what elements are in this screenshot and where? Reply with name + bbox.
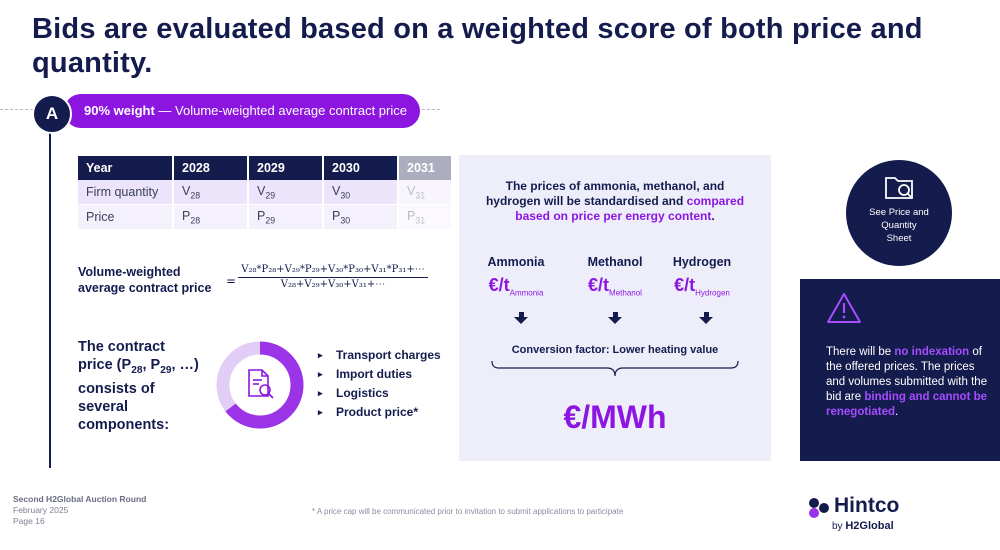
bid-table: Year 2028 2029 2030 2031 Firm quantity V… bbox=[78, 156, 453, 230]
list-item: Product price* bbox=[316, 403, 441, 422]
components-heading: The contract price (P28, P29, …) consist… bbox=[78, 339, 199, 433]
standardisation-panel: The prices of ammonia, methanol, and hyd… bbox=[459, 155, 771, 461]
table-row: Firm quantity V28 V29 V30 V31 bbox=[78, 180, 453, 205]
warning-icon bbox=[827, 293, 861, 323]
formula-equals: = bbox=[226, 274, 237, 288]
table-cell: V28 bbox=[173, 180, 249, 205]
standardisation-text: The prices of ammonia, methanol, and hyd… bbox=[485, 179, 745, 223]
brace-icon bbox=[491, 360, 739, 377]
folder-search-icon bbox=[885, 177, 913, 199]
weight-banner: 90% weight — Volume-weighted average con… bbox=[64, 94, 420, 128]
table-header: 2028 bbox=[173, 156, 249, 180]
indexation-notice: There will be no indexation of the offer… bbox=[800, 279, 1000, 461]
fuel-hydrogen: Hydrogen €/tHydrogen bbox=[672, 255, 732, 298]
weight-text: — Volume-weighted average contract price bbox=[154, 103, 407, 118]
footnote: * A price cap will be communicated prior… bbox=[312, 507, 624, 516]
sheet-link-label: See Price and Quantity Sheet bbox=[869, 207, 929, 244]
table-header: Year bbox=[78, 156, 174, 180]
table-cell: P28 bbox=[173, 204, 249, 230]
price-quantity-sheet-link[interactable]: See Price and Quantity Sheet bbox=[846, 160, 952, 266]
row-label: Firm quantity bbox=[78, 180, 174, 205]
list-item: Transport charges bbox=[316, 346, 441, 365]
logo-by: by H2Global bbox=[832, 520, 894, 532]
table-cell: P29 bbox=[248, 204, 324, 230]
weight-bold: 90% weight bbox=[84, 103, 155, 118]
table-cell: V29 bbox=[248, 180, 324, 205]
hintco-logo-icon bbox=[809, 498, 829, 518]
row-label: Price bbox=[78, 204, 174, 230]
indexation-text: There will be no indexation of the offer… bbox=[826, 346, 988, 418]
vw-label: Volume-weighted average contract price bbox=[78, 265, 212, 295]
conversion-label: Conversion factor: Lower heating value bbox=[511, 344, 719, 356]
section-badge: A bbox=[32, 94, 72, 134]
formula-numerator: V₂₈*P₂₈+V₂₉*P₂₉+V₃₀*P₃₀+V₃₁*P₃₁+⋯ bbox=[238, 264, 428, 278]
table-cell: P31 bbox=[398, 204, 453, 230]
fuel-ammonia: Ammonia €/tAmmonia bbox=[487, 255, 545, 298]
result-unit: €/MWh bbox=[563, 399, 667, 435]
table-cell: V31 bbox=[398, 180, 453, 205]
components-donut bbox=[216, 341, 304, 429]
document-search-icon bbox=[248, 369, 274, 399]
formula-denominator: V₂₈+V₂₉+V₃₀+V₃₁+⋯ bbox=[280, 279, 386, 290]
logo-name: Hintco bbox=[834, 494, 900, 517]
list-item: Logistics bbox=[316, 384, 441, 403]
timeline-line bbox=[49, 128, 51, 468]
table-header: 2029 bbox=[248, 156, 324, 180]
table-header-row: Year 2028 2029 2030 2031 bbox=[78, 156, 453, 180]
components-list: Transport charges Import duties Logistic… bbox=[316, 346, 441, 422]
footer-info: Second H2Global Auction Round February 2… bbox=[13, 494, 147, 526]
page-title: Bids are evaluated based on a weighted s… bbox=[32, 13, 923, 79]
list-item: Import duties bbox=[316, 365, 441, 384]
fuel-methanol: Methanol €/tMethanol bbox=[587, 255, 643, 298]
table-cell: P30 bbox=[323, 204, 399, 230]
table-header: 2031 bbox=[398, 156, 453, 180]
table-header: 2030 bbox=[323, 156, 399, 180]
table-row: Price P28 P29 P30 P31 bbox=[78, 204, 453, 230]
table-cell: V30 bbox=[323, 180, 399, 205]
